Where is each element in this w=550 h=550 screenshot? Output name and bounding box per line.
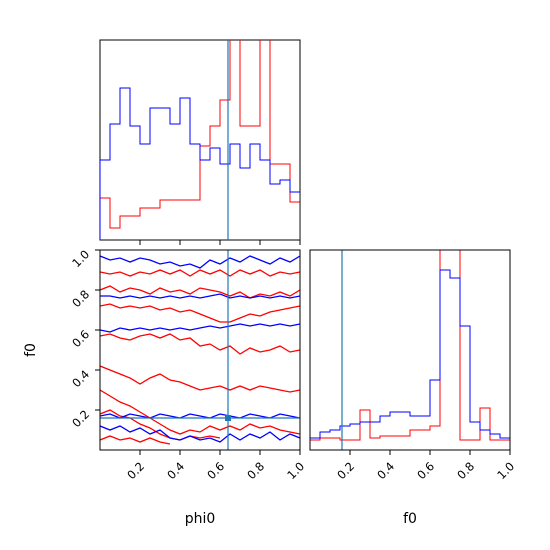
contour-frame <box>99 249 301 451</box>
contour-truth-lines <box>100 250 300 450</box>
contour-x-tick-label: 0.2 <box>124 459 147 482</box>
hist-phi0-frame <box>99 39 301 241</box>
hist-phi0-ticks <box>139 240 301 245</box>
contour-y-tick-label: 0.6 <box>69 327 92 350</box>
contour-red-line <box>100 269 300 277</box>
contour-blue-line <box>100 323 300 333</box>
contour-blue-line <box>100 293 300 299</box>
contour-red-line <box>100 409 221 441</box>
hist-f0-tick-label: 0.4 <box>374 459 397 482</box>
hist-phi0-red <box>100 40 300 240</box>
contour-y-tick-label: 1.0 <box>69 247 92 270</box>
hist-f0-frame <box>309 249 511 451</box>
contour-red-line <box>100 435 171 445</box>
hist-f0-blue <box>310 269 510 450</box>
x-axis-label-f0: f0 <box>403 511 417 527</box>
contour-x-tick-label: 0.8 <box>244 459 267 482</box>
hist-f0-tick-label: 0.2 <box>334 459 357 482</box>
contour-x-ticks: 0.2 0.4 0.6 0.8 1.0 <box>124 450 307 482</box>
y-axis-label-f0: f0 <box>23 343 39 357</box>
hist-phi0-panel <box>99 39 301 245</box>
contour-x-tick-label: 1.0 <box>284 459 307 482</box>
hist-f0-panel: 0.2 0.4 0.6 0.8 1.0 <box>309 249 517 482</box>
x-axis-label-phi0: phi0 <box>185 511 216 527</box>
contour-red-line <box>100 333 300 355</box>
hist-f0-tick-label: 1.0 <box>494 459 517 482</box>
hist-f0-tick-label: 0.6 <box>414 459 437 482</box>
hist-f0-ticks: 0.2 0.4 0.6 0.8 1.0 <box>334 450 517 482</box>
contour-red-line <box>100 365 300 393</box>
contour-y-tick-label: 0.4 <box>69 367 92 390</box>
contour-red-line <box>100 303 300 323</box>
contour-blue-line <box>100 425 300 443</box>
hist-phi0-blue <box>100 87 300 240</box>
contour-red-line <box>100 389 300 435</box>
contour-series <box>100 255 300 445</box>
contour-blue-line <box>100 255 300 269</box>
contour-y-tick-label: 0.2 <box>69 407 92 430</box>
contour-x-tick-label: 0.4 <box>164 459 187 482</box>
contour-y-ticks: 0.2 0.4 0.6 0.8 1.0 <box>69 247 100 430</box>
hist-phi0-series <box>100 40 300 240</box>
contour-x-tick-label: 0.6 <box>204 459 227 482</box>
contour-truth-marker <box>225 415 231 421</box>
hist-f0-red <box>310 250 510 450</box>
contour-blue-line <box>100 413 300 419</box>
hist-f0-tick-label: 0.8 <box>454 459 477 482</box>
hist-f0-series <box>310 250 510 450</box>
contour-y-tick-label: 0.8 <box>69 287 92 310</box>
contour-panel: 0.2 0.4 0.6 0.8 1.0 0.2 0.4 0.6 0.8 1.0 <box>69 247 307 482</box>
contour-red-line <box>100 285 300 299</box>
